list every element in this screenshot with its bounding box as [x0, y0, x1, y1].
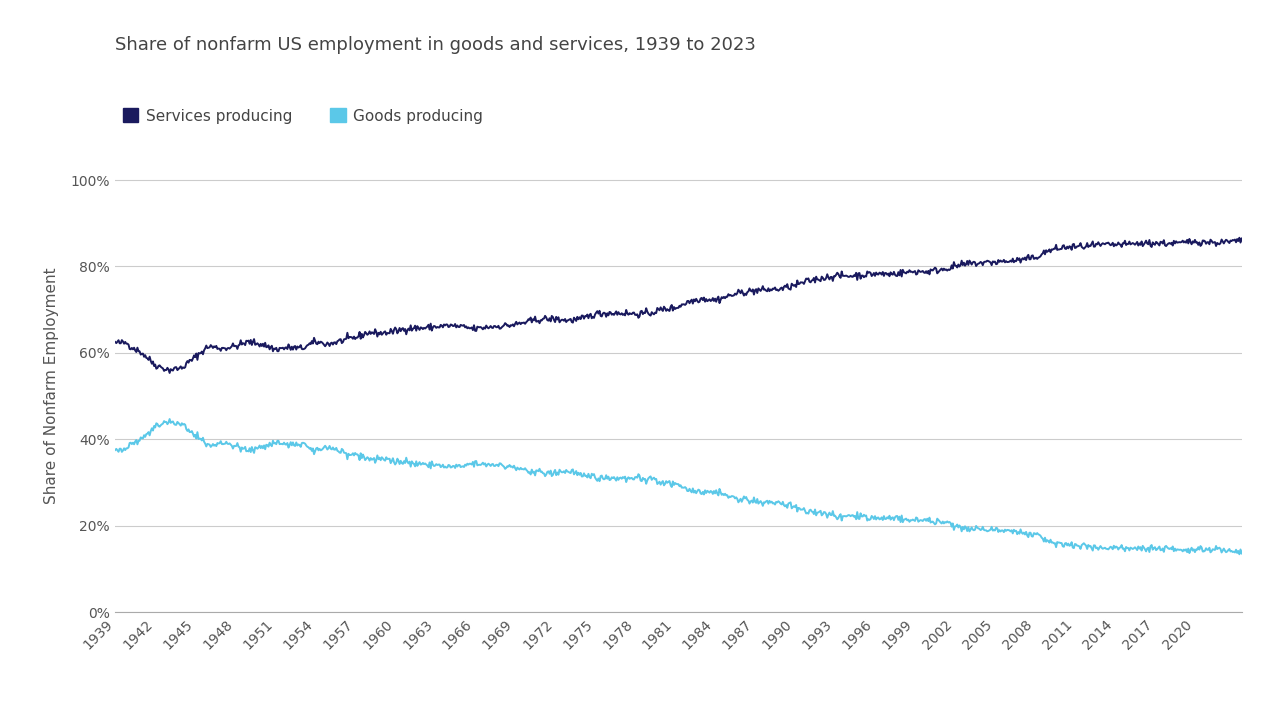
Text: Share of nonfarm US employment in goods and services, 1939 to 2023: Share of nonfarm US employment in goods …: [115, 36, 756, 54]
Legend: Services producing, Goods producing: Services producing, Goods producing: [123, 109, 483, 124]
Y-axis label: Share of Nonfarm Employment: Share of Nonfarm Employment: [44, 267, 59, 503]
